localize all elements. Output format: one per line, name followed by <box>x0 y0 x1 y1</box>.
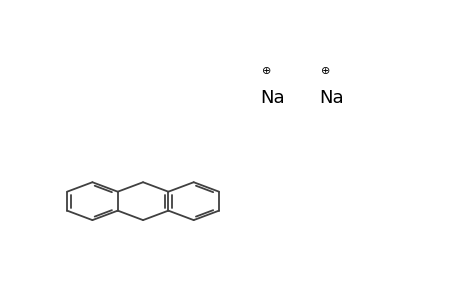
Text: Na: Na <box>260 89 285 107</box>
Text: ⊕: ⊕ <box>261 66 270 76</box>
Text: Na: Na <box>319 89 343 107</box>
Text: ⊕: ⊕ <box>320 66 329 76</box>
